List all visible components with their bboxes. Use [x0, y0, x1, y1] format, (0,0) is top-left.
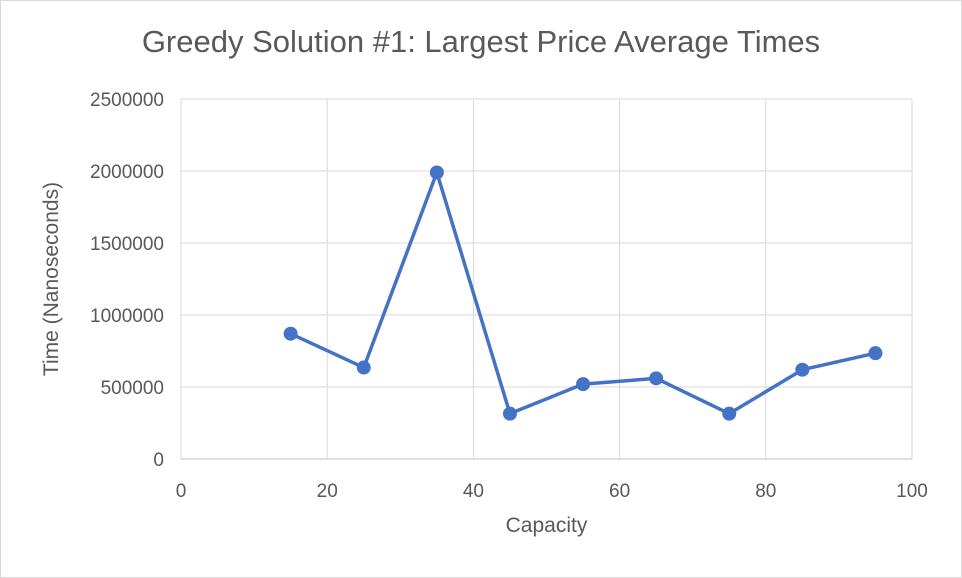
- y-tick-label: 1000000: [90, 306, 164, 327]
- x-tick-label: 20: [317, 481, 338, 502]
- x-axis-tick-labels: 0 20 40 60 80 100: [176, 481, 928, 502]
- x-axis-title: Capacity: [505, 514, 588, 537]
- y-tick-label: 2500000: [90, 90, 164, 111]
- y-axis-tick-labels: 0 500000 1000000 1500000 2000000 2500000: [90, 90, 164, 471]
- y-tick-label: 2000000: [90, 162, 164, 183]
- y-axis-title: Time (Nanoseconds): [40, 181, 63, 377]
- gridlines: [180, 98, 913, 460]
- data-point: [576, 377, 591, 392]
- data-point: [429, 165, 444, 180]
- data-point: [356, 360, 371, 375]
- x-tick-label: 0: [176, 481, 187, 502]
- x-tick-label: 80: [755, 481, 776, 502]
- data-point: [868, 346, 883, 361]
- data-point: [722, 406, 737, 421]
- series-group: [283, 165, 883, 421]
- data-point: [795, 362, 810, 377]
- chart-title: Greedy Solution #1: Largest Price Averag…: [141, 24, 821, 59]
- y-tick-label: 1500000: [90, 234, 164, 255]
- data-point: [502, 406, 517, 421]
- data-point: [649, 371, 664, 386]
- data-point: [283, 326, 298, 341]
- x-tick-label: 60: [609, 481, 630, 502]
- x-tick-label: 40: [463, 481, 484, 502]
- y-tick-label: 0: [153, 450, 164, 471]
- y-tick-label: 500000: [101, 378, 164, 399]
- x-tick-label: 100: [896, 481, 928, 502]
